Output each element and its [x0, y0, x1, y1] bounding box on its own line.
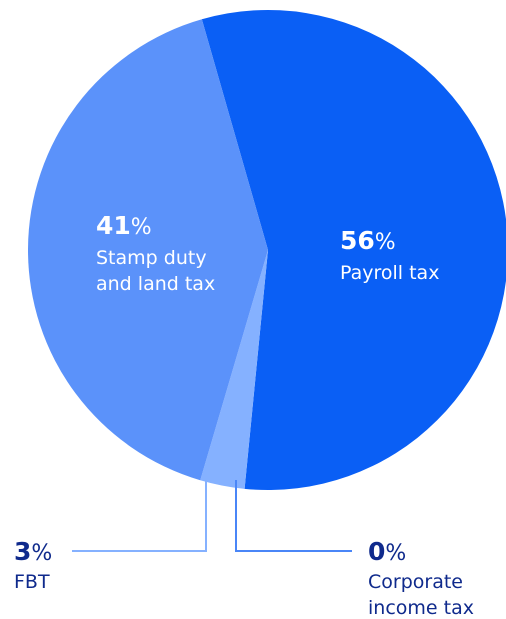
label-fbt-number: 3 — [14, 537, 31, 566]
label-stamp-line2: and land tax — [96, 273, 215, 295]
label-corporate-percent: % — [385, 541, 406, 566]
label-corporate-number: 0 — [368, 537, 385, 566]
label-payroll-line1: Payroll tax — [340, 262, 439, 284]
leader-corporate — [235, 480, 352, 552]
slice-payroll — [201, 10, 506, 490]
label-corporate: 0% Corporate income tax — [368, 537, 474, 619]
label-fbt: 3% FBT — [14, 537, 57, 593]
pie-slices — [27, 10, 506, 490]
slice-stamp — [27, 19, 268, 481]
leader-lines — [72, 480, 352, 552]
label-payroll-percent: % — [375, 230, 396, 255]
leader-fbt — [72, 480, 207, 552]
label-stamp-percent: % — [131, 215, 152, 240]
label-fbt-percent: % — [31, 541, 52, 566]
label-corporate-line2: income tax — [368, 597, 474, 619]
label-payroll: 56% Payroll tax — [340, 226, 439, 284]
label-corporate-line1: Corporate — [368, 571, 463, 593]
label-stamp: 41% Stamp duty and land tax — [96, 211, 215, 295]
label-fbt-line1: FBT — [14, 571, 50, 593]
label-payroll-number: 56 — [340, 226, 375, 255]
label-stamp-line1: Stamp duty — [96, 247, 207, 269]
slice-fbt — [200, 250, 268, 489]
label-stamp-number: 41 — [96, 211, 131, 240]
